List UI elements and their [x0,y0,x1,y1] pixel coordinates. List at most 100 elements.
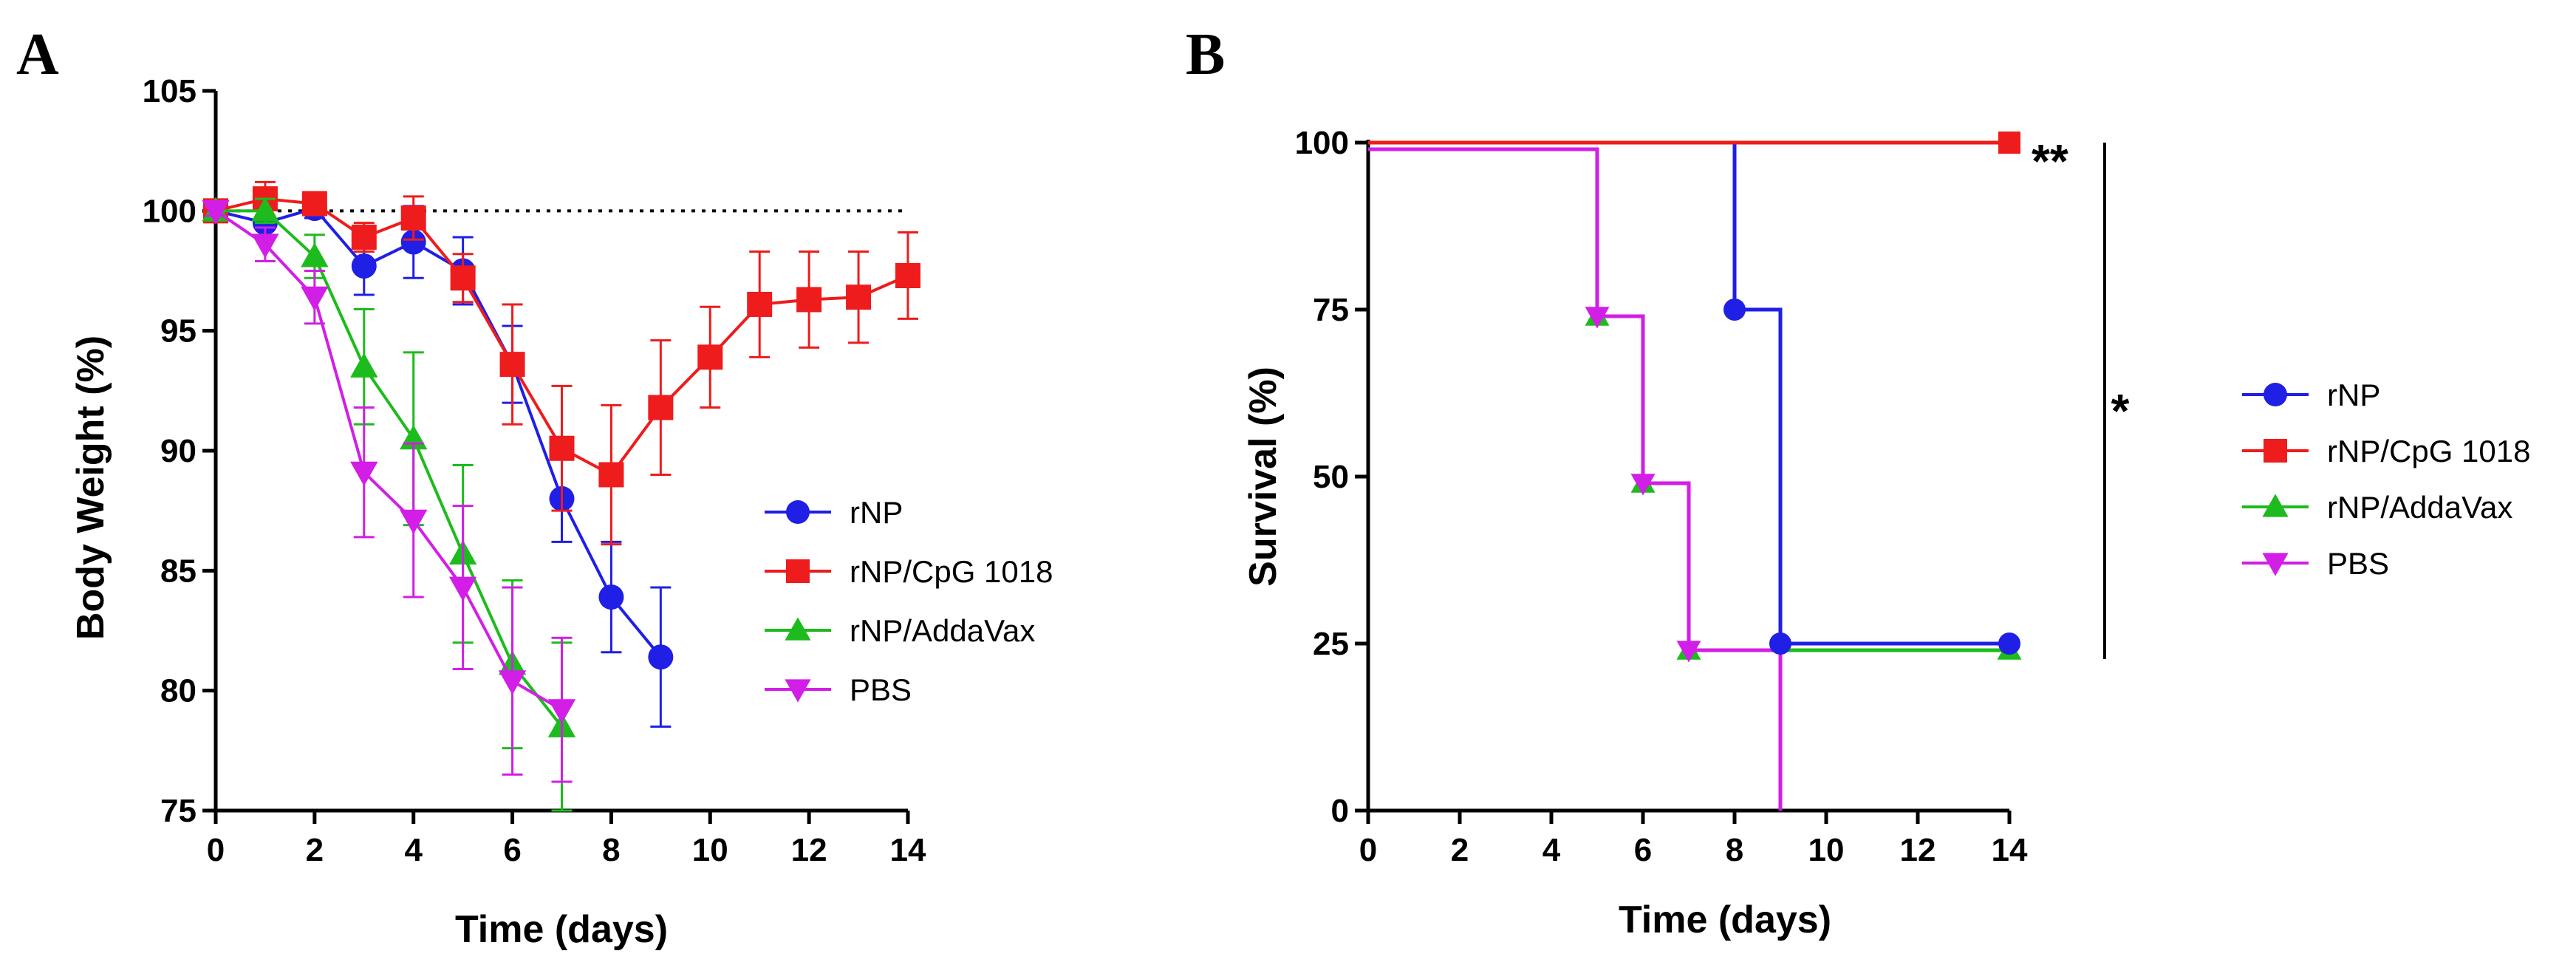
legend-label: rNP/AddaVax [2327,490,2512,525]
legend-label: rNP [2327,378,2380,412]
legend-marker [2264,383,2287,406]
x-tick-label: 0 [1359,832,1377,868]
data-point [846,284,872,310]
panel-b-legend: rNP rNP/CpG 1018 rNP/AddaVax PBS [2242,378,2530,581]
x-tick-label: 4 [1542,832,1561,868]
data-point [202,200,230,225]
y-tick-label: 105 [143,73,197,109]
legend-marker [785,679,811,703]
data-point [1630,474,1656,496]
data-point [549,435,575,461]
y-tick-label: 80 [160,673,197,709]
data-point [251,233,279,259]
y-tick-label: 95 [160,313,197,349]
y-tick-label: 100 [1295,125,1349,161]
data-point [895,262,920,288]
significance-double-star: ** [2032,134,2068,188]
x-tick-label: 2 [1451,832,1469,868]
data-point [598,462,624,488]
data-point [301,242,329,267]
y-tick-label: 90 [160,433,197,469]
data-point [351,253,377,279]
data-point [1998,132,2020,154]
panel-a: A 75 80 85 90 95 100 105 0 2 4 6 8 10 12 14 Time (days… [16,22,1053,951]
x-tick-label: 10 [1808,832,1845,868]
series-rnp-addavax [1368,147,2022,660]
data-point [697,344,723,370]
x-tick-label: 6 [503,832,521,868]
x-tick-label: 14 [890,832,926,868]
data-point [400,509,428,534]
series-pbs [202,200,576,783]
data-point [499,352,525,378]
series-rnp-cpg-1018 [1368,132,2020,154]
panel-a-label: A [16,22,59,87]
data-point [1676,641,1701,663]
legend-marker [2262,553,2289,576]
data-point [598,584,624,610]
legend-label: rNP/AddaVax [850,613,1035,648]
survival-step-line [1368,147,1783,811]
panel-b-y-axis-title: Survival (%) [1242,366,1285,587]
series-rnp [1368,140,2020,655]
legend-marker [2264,439,2287,463]
series-rnp [203,196,674,728]
panel-a-legend: rNP rNP/CpG 1018 rNP/AddaVax PBS [765,495,1053,707]
x-tick-label: 12 [1900,832,1936,868]
y-tick-label: 85 [160,553,197,589]
data-point [251,197,279,222]
data-point [1585,307,1610,329]
x-tick-label: 4 [404,832,423,868]
x-tick-label: 14 [1992,832,2028,868]
data-point [547,699,576,724]
data-point [350,352,378,378]
panel-b-x-axis-title: Time (days) [1619,898,1831,941]
legend-label: PBS [2327,546,2389,581]
y-tick-label: 75 [1313,292,1349,328]
y-tick-label: 50 [1313,459,1349,495]
panel-a-x-axis-title: Time (days) [455,908,668,951]
series-rnp-cpg-1018 [203,180,920,546]
legend-label: rNP/CpG 1018 [2327,434,2530,468]
x-tick-label: 12 [791,832,827,868]
data-point [1769,632,1791,655]
panel-b-label: B [1186,22,1225,87]
data-point [448,576,477,601]
series-line [216,209,564,728]
legend-marker [786,559,810,583]
y-tick-label: 25 [1313,626,1349,662]
data-point [301,286,329,311]
x-tick-label: 10 [692,832,728,868]
legend-marker [786,500,810,524]
data-point [747,291,773,317]
data-point [450,265,476,291]
data-point [1998,632,2020,655]
data-point [498,670,527,695]
legend-marker [785,617,811,641]
data-point [301,191,327,216]
x-tick-label: 2 [306,832,324,868]
data-point [400,229,426,255]
y-tick-label: 100 [143,193,197,229]
data-point [648,644,674,670]
series-rnp-addavax [202,197,576,812]
x-tick-label: 8 [1726,832,1743,868]
data-point [648,395,674,420]
y-tick-label: 0 [1331,793,1349,829]
x-tick-label: 0 [207,832,225,868]
series-pbs [1368,147,1783,811]
x-tick-label: 6 [1634,832,1652,868]
data-point [400,205,426,231]
legend-marker [2262,494,2289,517]
data-point [1723,299,1746,321]
x-tick-label: 8 [602,832,620,868]
legend-label: rNP [850,495,903,530]
legend-label: PBS [850,672,912,707]
panel-a-y-axis-title: Body Weight (%) [69,335,112,640]
data-point [351,225,377,250]
series-line [214,209,563,712]
data-point [796,287,822,313]
legend-label: rNP/CpG 1018 [850,554,1053,589]
y-tick-label: 75 [160,793,197,829]
